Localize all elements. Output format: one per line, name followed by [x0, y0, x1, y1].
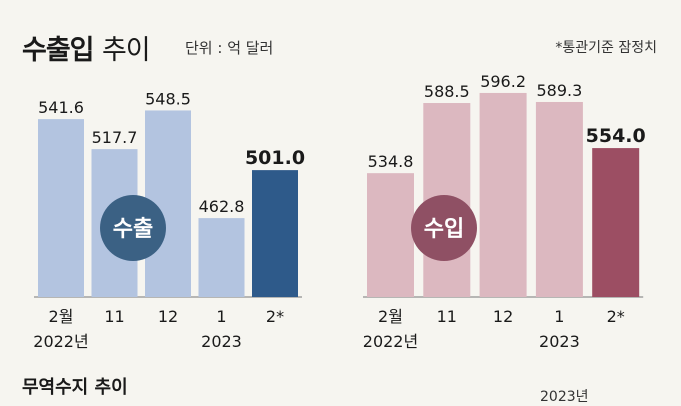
export-bar	[38, 119, 84, 298]
export-value-label: 517.7	[92, 128, 138, 147]
export-tick-label: 2023	[201, 332, 242, 351]
import-bar	[535, 101, 583, 298]
import-tick-label: 2022년	[363, 332, 418, 351]
trade-balance-title: 무역수지 추이	[22, 377, 128, 398]
export-badge-circle	[100, 195, 166, 261]
import-tick-label: 2023	[539, 332, 580, 351]
import-value-label: 534.8	[368, 152, 414, 171]
title-bold: 수출입	[22, 35, 95, 66]
export-bar	[252, 170, 298, 297]
import-value-label: 596.2	[480, 72, 526, 91]
footnote: *통관기준 잠정치	[555, 40, 657, 56]
export-tick-label: 1	[216, 307, 226, 326]
title-light: 추이	[101, 35, 151, 66]
page-title: 수출입 추이	[22, 28, 151, 67]
export-value-label: 462.8	[199, 197, 245, 216]
export-badge-label: 수출	[113, 217, 153, 242]
import-tick-label: 12	[493, 307, 513, 326]
export-tick-label: 11	[104, 307, 124, 326]
export-bar	[198, 218, 245, 297]
trade-balance-year: 2023년	[540, 389, 589, 405]
export-tick-label: 2월	[49, 307, 74, 326]
export-value-label: 541.6	[38, 98, 84, 117]
import-bar	[367, 173, 414, 297]
import-tick-label: 1	[554, 307, 564, 326]
import-value-label: 588.5	[424, 82, 470, 101]
import-value-label: 589.3	[536, 81, 582, 100]
import-bar	[592, 148, 640, 297]
import-badge-circle	[411, 195, 477, 261]
import-tick-label: 11	[437, 307, 457, 326]
export-value-label: 501.0	[245, 147, 305, 169]
import-tick-label: 2*	[607, 307, 625, 326]
import-tick-label: 2월	[378, 307, 403, 326]
import-bar	[479, 92, 527, 298]
unit-label: 단위 : 억 달러	[185, 39, 274, 57]
export-value-label: 548.5	[145, 89, 191, 108]
import-value-label: 554.0	[586, 125, 646, 147]
export-tick-label: 2*	[266, 307, 284, 326]
export-tick-label: 12	[158, 307, 178, 326]
import-badge-label: 수입	[424, 217, 464, 242]
export-tick-label: 2022년	[33, 332, 88, 351]
